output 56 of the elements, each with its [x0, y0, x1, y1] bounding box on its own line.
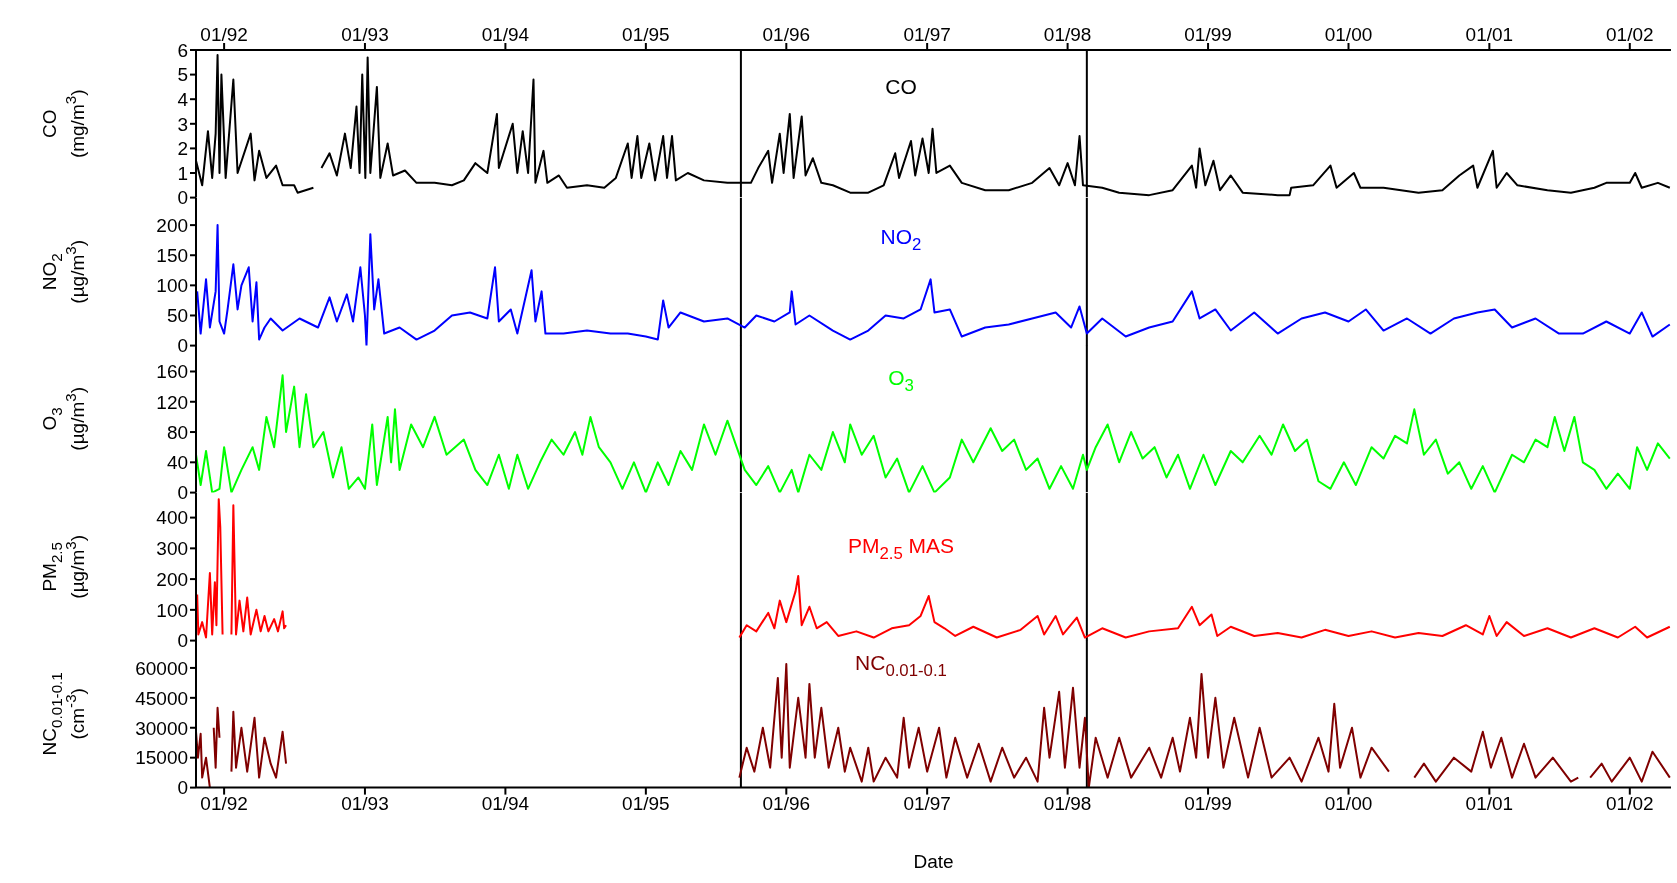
- y-tick-label: 400: [156, 507, 189, 529]
- y-tick-label: 50: [166, 304, 189, 326]
- y-tick-label: 100: [156, 599, 189, 621]
- x2-tick-label: 01/94: [481, 24, 530, 45]
- y-tick-label: 120: [156, 391, 189, 413]
- x2-tick-label: 01/92: [200, 24, 248, 45]
- series-label: NO$_{2}$: [880, 224, 922, 254]
- y-tick-label: 40: [166, 452, 189, 474]
- x-tick-label: 01/97: [903, 793, 951, 815]
- x-tick-label: 01/01: [1465, 793, 1514, 815]
- y-tick-label: 15000: [135, 747, 189, 769]
- y-tick-label: 0: [177, 187, 189, 209]
- series-label: CO: [885, 75, 917, 98]
- y-tick-label: 0: [177, 334, 189, 356]
- x-tick-label: 01/00: [1324, 793, 1373, 815]
- x-tick-label: 01/98: [1043, 793, 1092, 815]
- x-tick-label: 01/92: [200, 793, 248, 815]
- y-tick-label: 45000: [135, 687, 189, 709]
- y-tick-label: 80: [166, 421, 189, 443]
- y-tick-label: 100: [156, 274, 189, 296]
- y-tick-label: 0: [177, 630, 189, 652]
- y-tick-label: 4: [177, 88, 189, 110]
- x2-tick-label: 01/93: [341, 24, 389, 45]
- y-tick-label: 150: [156, 244, 189, 266]
- y-tick-label: 5: [177, 64, 189, 86]
- y-tick-label: 0: [177, 482, 189, 504]
- text: O$_{3}$: [888, 366, 914, 396]
- x2-tick-label: 01/97: [903, 24, 951, 45]
- x-tick-label: 01/99: [1184, 793, 1232, 815]
- series-label: PM$_{2.5}$ MAS: [847, 533, 955, 564]
- y-tick-label: 160: [156, 361, 189, 383]
- x2-tick-label: 01/95: [622, 24, 670, 45]
- x-tick-label: 01/02: [1606, 793, 1654, 815]
- y-tick-label: 300: [156, 537, 189, 559]
- y-tick-label: 30000: [135, 717, 189, 739]
- x-tick-label: 01/95: [622, 793, 670, 815]
- y-tick-label: 200: [156, 214, 189, 236]
- x2-tick-label: 01/02: [1606, 24, 1654, 45]
- x-tick-label: 01/93: [341, 793, 389, 815]
- x-tick-label: 01/96: [762, 793, 811, 815]
- y-tick-label: 60000: [135, 658, 189, 680]
- x-tick-label: 01/94: [481, 793, 530, 815]
- y-tick-label: 6: [177, 39, 189, 61]
- y-tick-label: 2: [177, 138, 189, 160]
- line-series: [196, 223, 1671, 346]
- x-axis-title: Date: [913, 850, 954, 872]
- text: NC$_{0.01-0.1}$: [855, 651, 947, 681]
- y-tick-label: 1: [177, 162, 189, 184]
- y-tick-label: 3: [177, 113, 189, 135]
- x2-tick-label: 01/98: [1043, 24, 1092, 45]
- x2-tick-label: 01/96: [762, 24, 811, 45]
- x2-tick-label: 01/99: [1184, 24, 1232, 45]
- y-tick-label: 200: [156, 568, 189, 590]
- y-tick-label: 0: [177, 777, 189, 799]
- x2-tick-label: 01/00: [1324, 24, 1373, 45]
- x2-tick-label: 01/01: [1465, 24, 1514, 45]
